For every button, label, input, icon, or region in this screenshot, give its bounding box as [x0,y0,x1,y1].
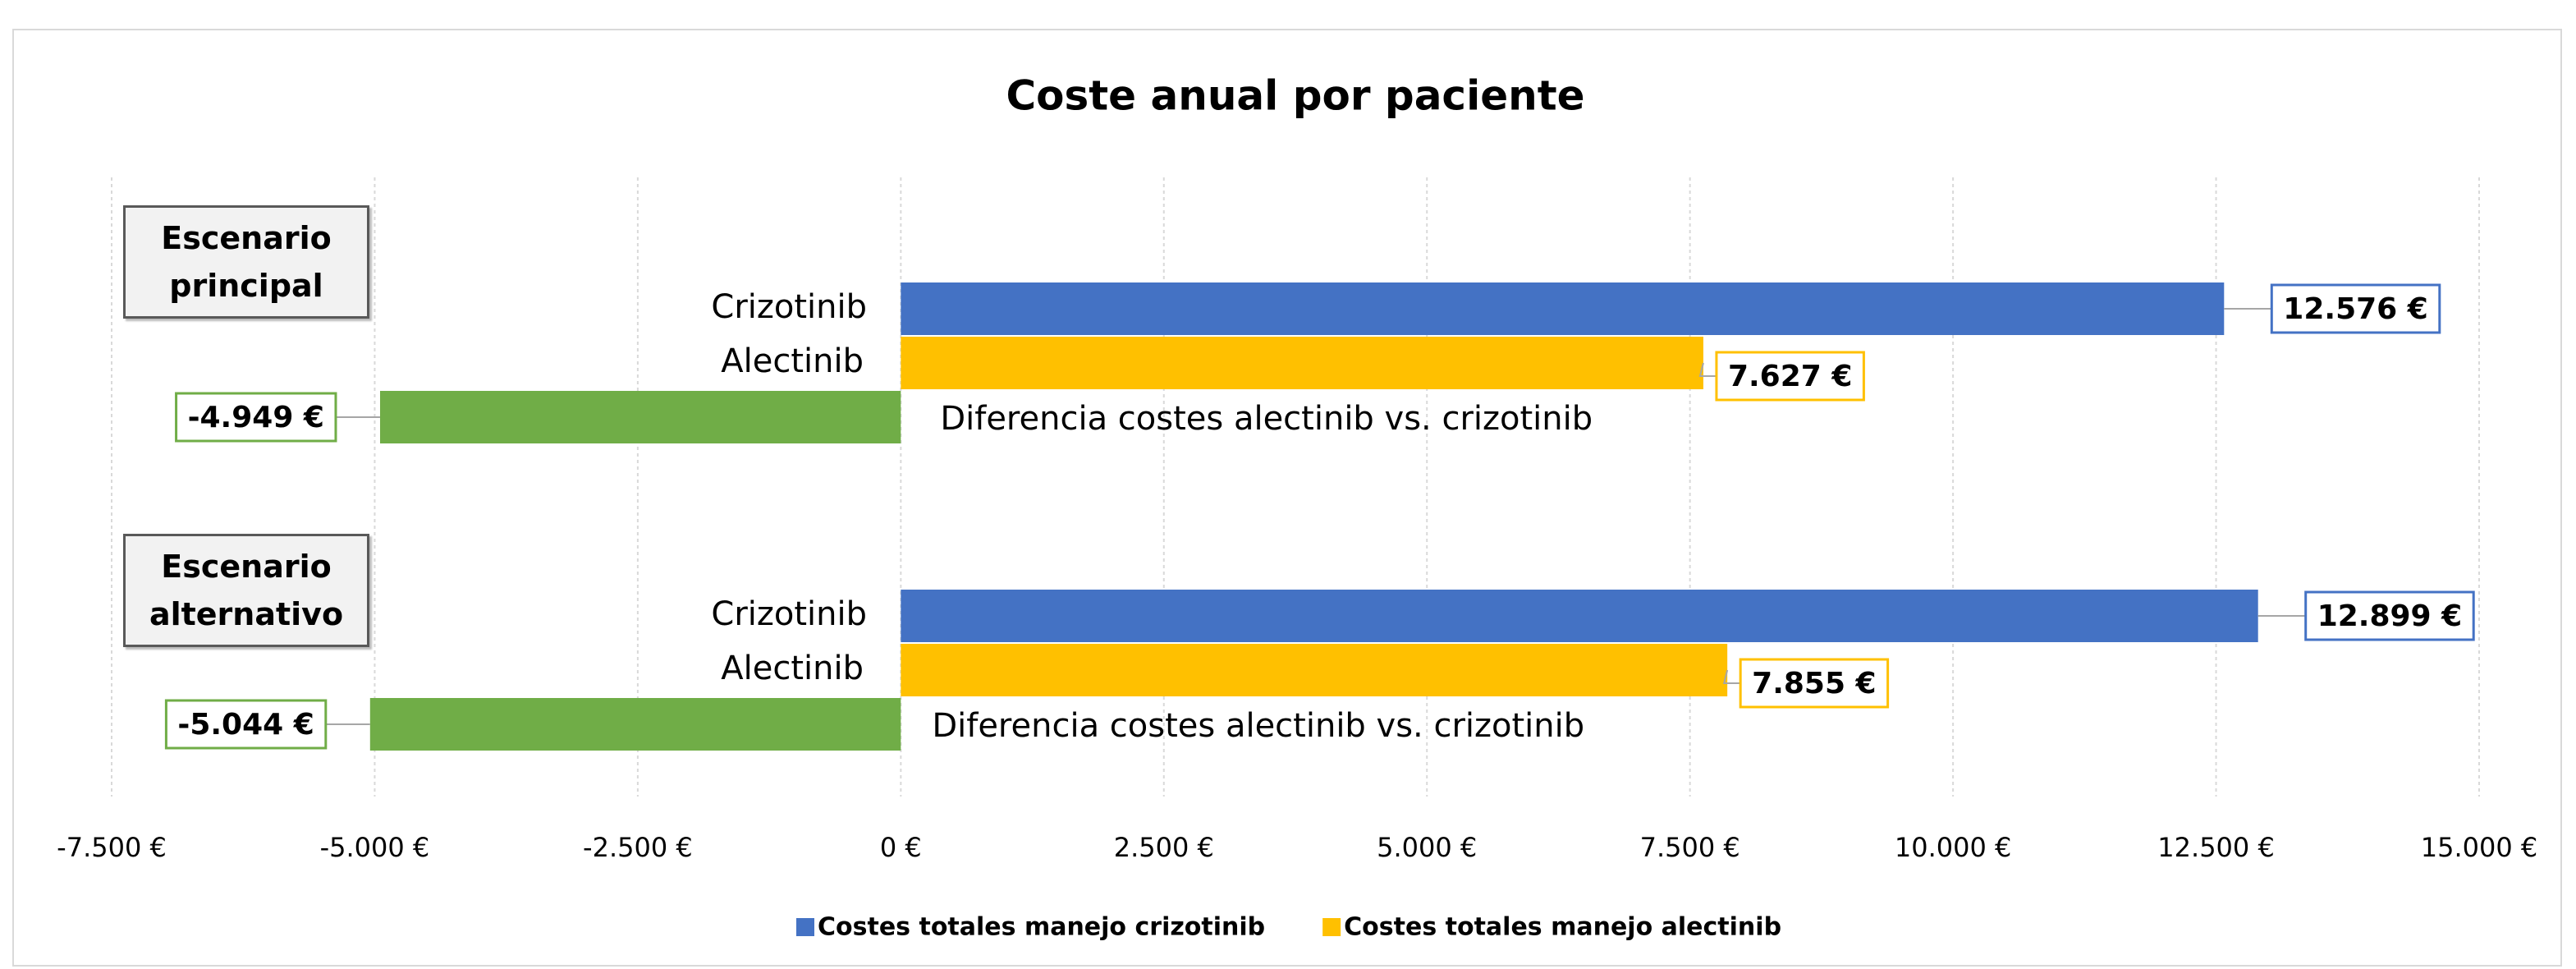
scenario-label: Escenario alternativo [123,534,369,647]
bar-label: Diferencia costes alectinib vs. crizotin… [940,400,1593,438]
bar-label: Crizotinib [711,595,867,633]
legend-swatch [1322,918,1341,936]
x-tick-label: -7.500 € [57,832,167,863]
value-label-box [1739,658,1890,709]
value-label: -4.949 € [188,401,324,434]
value-label-box [164,699,328,750]
leader-line [1722,669,1741,684]
bar [901,644,1728,696]
bar-label: Diferencia costes alectinib vs. crizotin… [932,707,1584,745]
x-tick-label: -2.500 € [583,832,693,863]
chart-title: Coste anual por paciente [1006,72,1584,120]
x-tick-label: 0 € [880,832,922,863]
x-tick-label: 15.000 € [2421,832,2538,863]
value-label-box [1715,351,1865,402]
value-label-box [2270,283,2441,334]
value-label: -5.044 € [177,708,314,742]
bar-label: Alectinib [721,342,864,380]
bar [901,337,1703,389]
x-tick-label: -5.000 € [320,832,430,863]
x-tick-label: 10.000 € [1895,832,2012,863]
x-tick-label: 2.500 € [1114,832,1214,863]
leader-line [1698,362,1717,377]
bar [379,391,901,443]
bar-label: Alectinib [721,650,864,687]
bar [901,590,2258,642]
x-tick-label: 12.500 € [2157,832,2275,863]
legend-swatch [796,918,814,936]
value-label: 12.576 € [2283,292,2428,326]
bar-label: Crizotinib [711,288,867,326]
value-label: 7.855 € [1752,667,1876,700]
scenario-label: Escenario principal [123,205,369,319]
value-label-box [175,392,337,443]
x-tick-label: 5.000 € [1377,832,1477,863]
legend-label: Costes totales manejo alectinib [1344,913,1781,942]
legend-label: Costes totales manejo crizotinib [818,913,1265,942]
value-label: 12.899 € [2317,599,2463,633]
value-label-box [2304,590,2475,641]
bar [369,698,901,751]
bar [901,282,2225,335]
chart-frame [12,29,2562,967]
value-label: 7.627 € [1728,360,1852,393]
x-tick-label: 7.500 € [1640,832,1740,863]
